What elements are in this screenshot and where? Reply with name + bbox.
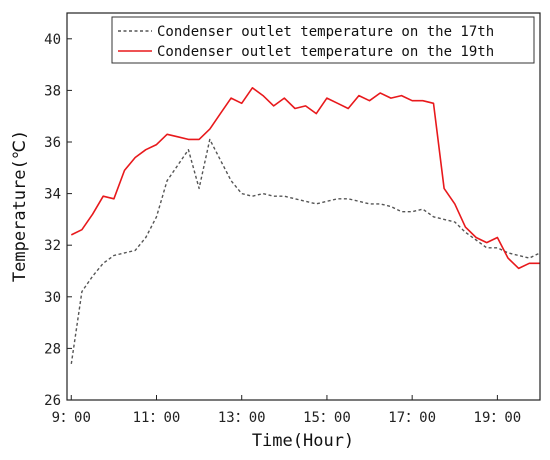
y-tick-label: 40 <box>44 32 61 48</box>
x-axis-ticks: 9：00 11：00 13：00 15：00 17：00 19：00 <box>52 395 522 426</box>
x-tick-label: 9：00 <box>52 410 91 426</box>
x-tick-label: 17：00 <box>388 410 436 426</box>
legend: Condenser outlet temperature on the 17th… <box>111 16 535 64</box>
x-tick-label: 13：00 <box>218 410 266 426</box>
y-axis-title: Temperature(℃) <box>10 130 30 282</box>
x-axis-title: Time(Hour) <box>252 431 354 451</box>
y-tick-label: 34 <box>44 187 61 203</box>
y-tick-label: 28 <box>44 341 61 357</box>
legend-label-19th: Condenser outlet temperature on the 19th <box>157 44 494 60</box>
y-tick-label: 30 <box>44 290 61 306</box>
plot-content <box>70 87 541 365</box>
y-axis-ticks: 26 28 30 32 34 36 38 40 <box>44 32 72 409</box>
x-tick-label: 11：00 <box>133 410 181 426</box>
plot-frame <box>66 12 541 401</box>
y-tick-label: 32 <box>44 238 61 254</box>
series-line-17th <box>70 138 541 365</box>
legend-label-17th: Condenser outlet temperature on the 17th <box>157 24 494 40</box>
series-line-19th <box>70 87 540 270</box>
legend-box <box>111 16 535 64</box>
x-tick-label: 15：00 <box>303 410 351 426</box>
x-tick-label: 19：00 <box>474 410 522 426</box>
y-tick-label: 38 <box>44 83 61 99</box>
y-tick-label: 36 <box>44 135 61 151</box>
y-tick-label: 26 <box>44 393 61 409</box>
